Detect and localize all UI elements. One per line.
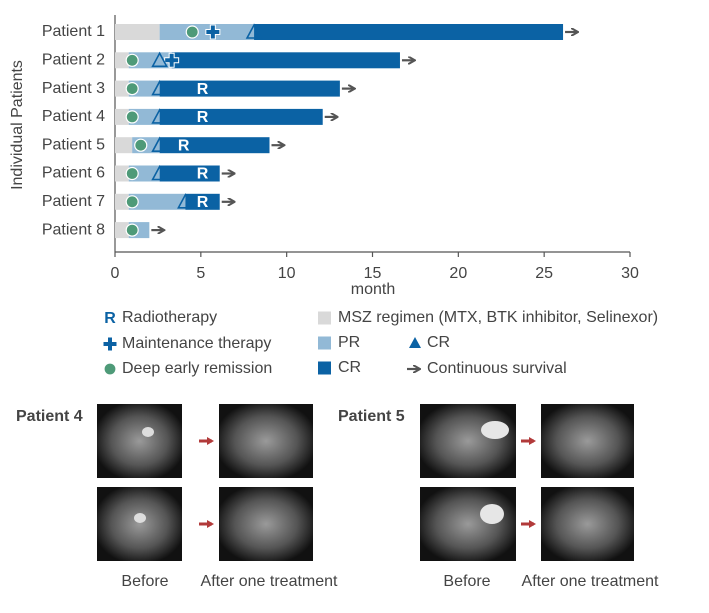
- bar-segment: [254, 24, 564, 40]
- x-tick-label: 5: [196, 265, 205, 282]
- circle-marker: [125, 195, 139, 209]
- radiotherapy-marker: R: [178, 137, 190, 154]
- triangle-marker: [151, 164, 168, 181]
- legend-swatch: [318, 336, 331, 350]
- triangle-marker: [151, 51, 168, 68]
- lesion: [134, 513, 146, 523]
- legend-label: CR: [338, 359, 361, 376]
- triangle-marker: [151, 79, 168, 96]
- mri-image: [219, 487, 313, 561]
- circle-marker: [125, 110, 139, 124]
- x-tick-label: 0: [111, 265, 120, 282]
- mri-image: [97, 404, 182, 478]
- y-axis-label: Individual Patients: [9, 60, 26, 190]
- triangle-marker: [151, 136, 168, 152]
- panel-title: Patient 5: [338, 408, 405, 425]
- bar-segment: [159, 80, 340, 97]
- circle-marker: [134, 138, 148, 152]
- caption: After one treatment: [522, 573, 660, 590]
- legend-symbol: [103, 362, 117, 376]
- caption: Before: [121, 573, 168, 590]
- bar-segment: [128, 193, 186, 210]
- y-tick-label: Patient 8: [42, 221, 105, 238]
- y-tick-label: Patient 2: [42, 52, 105, 69]
- bar-segment: [115, 165, 129, 182]
- mri-image: [541, 404, 634, 478]
- y-tick-label: Patient 3: [42, 80, 105, 97]
- mri-image: [97, 487, 182, 561]
- legend-label: Continuous survival: [427, 360, 567, 377]
- legend-swatch: [318, 361, 331, 375]
- circle-marker: [125, 166, 139, 181]
- bar-segment: [115, 52, 129, 69]
- circle-marker: [125, 223, 139, 237]
- mri-image: [420, 404, 516, 478]
- plus-marker: [164, 52, 180, 68]
- legend-label: Deep early remission: [122, 360, 272, 377]
- y-tick-label: Patient 4: [42, 108, 105, 125]
- x-tick-label: 30: [621, 265, 639, 282]
- bar-segment: [159, 137, 270, 154]
- triangle-marker: [245, 23, 263, 39]
- caption: Before: [443, 573, 490, 590]
- legend-symbol: [102, 336, 118, 352]
- mri-panels: Patient 4 Patient 5 Before After one tre…: [16, 404, 659, 590]
- bar-segment: [115, 137, 133, 154]
- y-tick-label: Patient 5: [42, 136, 105, 153]
- legend-label: Radiotherapy: [122, 309, 217, 326]
- radiotherapy-marker: R: [197, 166, 209, 183]
- bar-segment: [115, 108, 129, 125]
- x-tick-label: 20: [449, 265, 467, 282]
- circle-marker: [125, 81, 139, 96]
- y-tick-label: Patient 1: [42, 23, 105, 40]
- y-tick-label: Patient 6: [42, 165, 105, 182]
- legend-swatch: [318, 311, 331, 325]
- legend-label: Maintenance therapy: [122, 335, 271, 352]
- x-axis-label: month: [351, 281, 395, 298]
- lesion: [142, 427, 154, 437]
- triangle-marker: [151, 108, 168, 124]
- x-tick-label: 25: [535, 265, 553, 282]
- panel-title: Patient 4: [16, 408, 83, 425]
- mri-image: [420, 487, 516, 561]
- bar-segment: [115, 193, 129, 210]
- bar-segment: [115, 80, 129, 97]
- circle-marker: [185, 25, 199, 39]
- bar-segment: [185, 193, 220, 210]
- x-tick-label: 15: [364, 265, 382, 282]
- bar-segment: [171, 52, 400, 69]
- radiotherapy-marker: R: [197, 81, 209, 98]
- radiotherapy-marker: R: [197, 109, 209, 126]
- legend-symbol: R: [104, 310, 116, 327]
- x-tick-label: 10: [278, 265, 296, 282]
- mri-image: [219, 404, 313, 478]
- bar-segment: [115, 24, 160, 40]
- bar-segment: [159, 108, 323, 125]
- caption: After one treatment: [201, 573, 339, 590]
- legend-label: CR: [427, 334, 450, 351]
- plus-marker: [205, 24, 221, 40]
- triangle-marker: [177, 193, 194, 209]
- radiotherapy-marker: R: [197, 194, 209, 211]
- legend-label: MSZ regimen (MTX, BTK inhibitor, Selinex…: [338, 309, 658, 326]
- bar-segment: [115, 222, 129, 239]
- legend-symbol: [409, 337, 421, 348]
- circle-marker: [125, 53, 139, 67]
- legend-label: PR: [338, 334, 360, 351]
- lesion: [480, 504, 504, 524]
- bar-segment: [159, 165, 220, 182]
- lesion: [481, 421, 509, 439]
- y-tick-label: Patient 7: [42, 193, 105, 210]
- mri-image: [541, 487, 634, 561]
